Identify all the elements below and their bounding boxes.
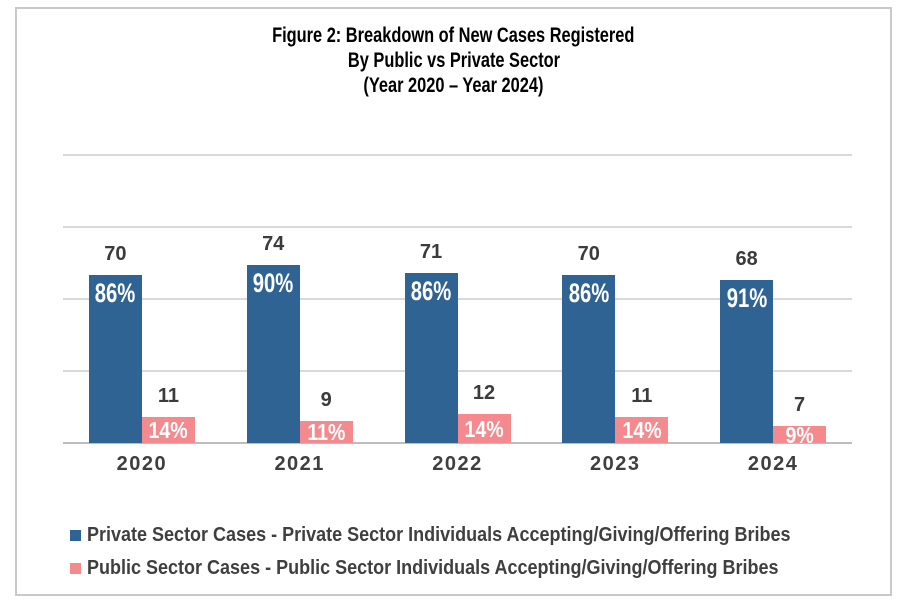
gridline-60 <box>63 298 852 300</box>
bar-private-2020 <box>88 275 142 443</box>
label-count-public-2023: 11 <box>631 384 653 407</box>
label-percent-public-2023: 14% <box>622 416 662 443</box>
bar-private-2023 <box>562 275 616 443</box>
chart-title-text-1: Figure 2: Breakdown of New Cases Registe… <box>272 24 635 47</box>
legend-label-private: Private Sector Cases - Private Sector In… <box>87 524 791 546</box>
label-percent-private-2024: 91% <box>726 282 767 313</box>
chart-title: Figure 2: Breakdown of New Cases Registe… <box>16 23 891 98</box>
label-percent-public-2021: 11% <box>307 419 346 446</box>
label-count-private-2022: 71 <box>419 240 443 263</box>
bar-private-2021 <box>246 265 300 443</box>
gridline-120 <box>63 154 852 156</box>
chart-title-line-1: Figure 2: Breakdown of New Cases Registe… <box>16 23 891 48</box>
bar-public-2022 <box>457 414 511 443</box>
label-count-public-2021: 9 <box>320 389 332 412</box>
bar-public-2024 <box>773 426 827 443</box>
legend-swatch-private-icon <box>70 529 81 541</box>
x-axis-label-2020: 2020 <box>116 453 168 475</box>
x-axis-label-2021: 2021 <box>274 453 325 475</box>
bar-public-2021 <box>299 421 353 443</box>
chart-title-line-3: (Year 2020 – Year 2024) <box>16 73 891 98</box>
legend-item-private-sector: Private Sector Cases - Private Sector In… <box>70 524 869 546</box>
label-count-public-2024: 7 <box>794 394 806 417</box>
label-count-private-2021: 74 <box>262 233 285 256</box>
x-axis-label-2023: 2023 <box>590 453 641 475</box>
bar-private-2024 <box>720 279 774 443</box>
label-count-private-2023: 70 <box>577 243 600 265</box>
label-count-private-2024: 68 <box>735 247 758 270</box>
label-percent-private-2022: 86% <box>410 275 452 306</box>
chart-title-text-2: By Public vs Private Sector <box>347 49 560 72</box>
x-axis-label-2022: 2022 <box>432 453 483 475</box>
gridline-90 <box>63 226 852 228</box>
bar-public-2023 <box>615 416 669 443</box>
label-count-private-2020: 70 <box>104 243 127 265</box>
legend-swatch-public-icon <box>70 562 81 574</box>
chart-title-line-2: By Public vs Private Sector <box>16 48 891 73</box>
bar-private-2022 <box>404 272 458 443</box>
x-axis-line <box>63 442 852 444</box>
legend-label-public: Public Sector Cases - Public Sector Indi… <box>87 557 779 579</box>
label-count-public-2022: 12 <box>472 382 496 405</box>
label-percent-private-2023: 86% <box>568 278 610 308</box>
label-count-public-2020: 11 <box>157 384 179 407</box>
chart-title-text-3: (Year 2020 – Year 2024) <box>363 74 544 97</box>
label-percent-public-2020: 14% <box>148 416 188 443</box>
bar-public-2020 <box>141 416 195 443</box>
legend-item-public-sector: Public Sector Cases - Public Sector Indi… <box>70 557 855 579</box>
gridline-30 <box>63 370 852 372</box>
label-percent-private-2021: 90% <box>252 268 294 299</box>
label-percent-private-2020: 86% <box>95 278 136 308</box>
label-percent-public-2022: 14% <box>464 415 504 442</box>
label-percent-public-2024: 9% <box>785 421 814 448</box>
x-axis-label-2024: 2024 <box>747 453 799 475</box>
